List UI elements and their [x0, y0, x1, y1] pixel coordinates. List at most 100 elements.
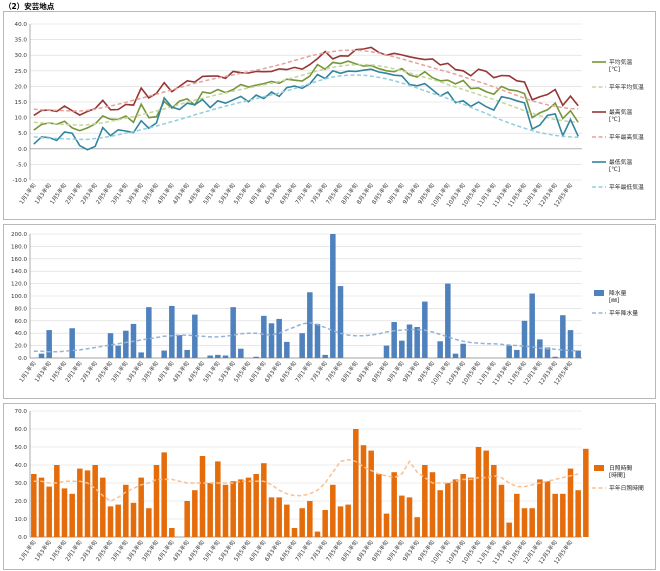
legend-entry: 平年最高気温	[592, 133, 644, 141]
bar	[360, 445, 367, 537]
bar	[322, 510, 328, 537]
bar	[115, 345, 121, 358]
y-tick-label: -10.0	[13, 178, 28, 184]
y-tick-label: 30.0	[15, 53, 28, 59]
y-tick-label: -5.0	[16, 162, 27, 168]
bar	[184, 501, 190, 537]
bar	[238, 479, 244, 537]
legend-entry: 平年降水量	[592, 309, 638, 317]
y-tick-label: 140.0	[11, 269, 27, 275]
y-tick-label: 60.0	[15, 319, 28, 325]
legend-entry: 平年最低気温	[592, 183, 644, 191]
bar	[138, 352, 144, 358]
bar	[107, 506, 114, 537]
bar	[284, 341, 290, 358]
series-line	[33, 46, 579, 117]
legend-unit: [時間]	[609, 471, 625, 479]
series-3	[33, 46, 579, 117]
legend-swatch	[594, 290, 604, 296]
bar	[552, 493, 558, 537]
bar	[337, 286, 344, 358]
y-tick-label: 10.0	[15, 517, 28, 523]
legend-entry: 最低気温[℃]	[592, 158, 632, 173]
bar	[84, 470, 91, 537]
y-tick-label: 40.0	[15, 463, 28, 469]
y-tick-label: 180.0	[11, 244, 27, 250]
bar	[529, 293, 535, 358]
bar	[46, 330, 52, 358]
bar	[452, 353, 459, 358]
bar	[268, 497, 275, 537]
bar	[567, 468, 574, 537]
bar	[560, 315, 566, 358]
bar	[483, 450, 489, 537]
bar	[245, 477, 252, 537]
legend-label: 平年最高気温	[609, 133, 644, 141]
series-5	[33, 68, 579, 151]
legend-label: 平年降水量	[609, 309, 638, 317]
bar	[199, 456, 206, 537]
bar	[399, 340, 405, 358]
bar	[567, 330, 574, 358]
temperature-chart-panel: -10.0 -5.0 0.0 5.0 10.0 15.0 20.0 25.0 30.0 35.0 4…	[3, 11, 656, 220]
bar	[468, 477, 474, 537]
bar	[230, 481, 236, 537]
legend-label: 平均気温	[609, 58, 632, 66]
y-tick-label: 40.0	[15, 22, 28, 28]
bar	[146, 508, 152, 537]
series-line	[33, 60, 579, 132]
legend-entry: 最高気温[℃]	[592, 108, 632, 123]
bar	[399, 495, 405, 537]
legend-entry: 日照時間[時間]	[594, 464, 632, 479]
bar	[544, 347, 551, 358]
bar	[406, 497, 413, 537]
bar	[138, 477, 144, 537]
legend-label: 平年平均気温	[609, 83, 644, 91]
y-tick-label: 25.0	[15, 69, 28, 75]
bar	[491, 465, 497, 537]
precipitation-chart: 0.0 20.0 40.0 60.0 80.0 100.0 120.0 140.0 160.0 1…	[11, 232, 638, 387]
series-2	[33, 63, 579, 126]
bar	[391, 472, 397, 537]
bar	[314, 323, 321, 358]
bar	[429, 472, 436, 537]
series-line	[33, 321, 579, 353]
bar	[123, 330, 129, 358]
y-tick-label: 60.0	[15, 427, 28, 433]
bar	[544, 481, 551, 537]
bar	[92, 465, 98, 537]
y-tick-label: 100.0	[11, 294, 27, 300]
bar	[169, 528, 175, 537]
bar	[161, 452, 167, 537]
bar	[575, 490, 581, 537]
bar	[307, 292, 313, 358]
y-tick-label: 5.0	[18, 131, 27, 137]
y-tick-label: 35.0	[15, 38, 28, 44]
series-line	[33, 68, 579, 151]
legend-label: 日照時間	[609, 464, 632, 472]
bar	[261, 463, 267, 537]
bar	[445, 283, 451, 358]
bar	[238, 348, 244, 358]
bar	[514, 349, 520, 358]
bar	[322, 354, 328, 358]
bar	[215, 461, 221, 537]
bar	[299, 333, 305, 358]
bar	[222, 484, 229, 537]
bar	[437, 490, 443, 537]
legend-unit: [℃]	[609, 116, 620, 123]
bar	[146, 307, 152, 358]
bar	[460, 343, 466, 358]
bar	[123, 484, 129, 537]
bar	[583, 448, 589, 537]
bar	[169, 305, 175, 358]
y-tick-label: 0.0	[18, 147, 27, 153]
bar	[391, 322, 397, 358]
bar	[330, 234, 336, 358]
bar	[460, 474, 466, 537]
bar	[46, 486, 52, 537]
bar	[307, 501, 313, 537]
bar	[506, 522, 512, 537]
bar	[445, 483, 451, 537]
bar	[153, 465, 160, 537]
